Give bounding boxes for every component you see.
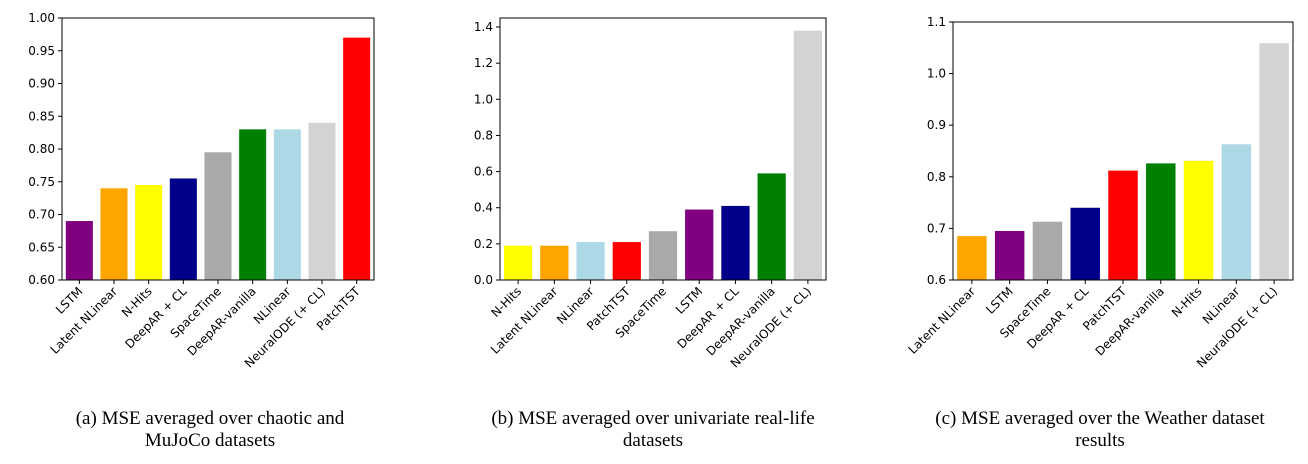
- ytick-label-b-0: 0.0: [474, 273, 493, 287]
- chart-a: 0.60 0.65 0.70 0.75 0.80 0.85 0.90 0.95 1.00 LSTM…: [0, 0, 408, 400]
- caption-b-line-2: datasets: [622, 430, 684, 451]
- bar-b-3: [612, 242, 641, 280]
- bar-c-1: [994, 230, 1025, 280]
- ytick-label-b-4: 0.8: [474, 128, 493, 142]
- bar-a-4: [204, 152, 232, 280]
- caption-b: (b) MSE averaged over univariate real-li…: [448, 408, 858, 452]
- bar-b-2: [576, 242, 605, 280]
- bar-a-0: [65, 221, 93, 280]
- bar-a-3: [169, 178, 197, 280]
- ytick-label-a-3: 0.75: [28, 175, 55, 189]
- bar-c-5: [1146, 163, 1176, 280]
- ytick-label-a-4: 0.80: [28, 142, 55, 156]
- bar-a-2: [135, 185, 163, 280]
- bar-b-0: [503, 245, 533, 280]
- chart-b: 0.0 0.2 0.4 0.6 0.8 1.0 1.2 1.4 N-Hits Latent NLi…: [440, 0, 848, 400]
- bar-a-6: [273, 129, 301, 280]
- bar-a-5: [239, 129, 267, 280]
- caption-c: (c) MSE averaged over the Weather datase…: [900, 408, 1300, 452]
- ytick-label-c-5: 1.1: [927, 15, 946, 29]
- ytick-label-a-0: 0.60: [28, 273, 55, 287]
- xtick-label-c-5: DeepAR-vanilla: [1093, 284, 1167, 358]
- xtick-label-b-1: Latent NLinear: [488, 284, 561, 357]
- caption-a-line-2: MuJoCo datasets: [144, 430, 276, 451]
- ytick-label-c-0: 0.6: [927, 273, 946, 287]
- bar-b-5: [685, 209, 714, 280]
- ytick-label-a-8: 1.00: [28, 11, 55, 25]
- ytick-label-b-5: 1.0: [474, 92, 493, 106]
- chart-c: 0.6 0.7 0.8 0.9 1.0 1.1 Latent NLinear LSTM Spac…: [900, 0, 1308, 400]
- ytick-label-b-6: 1.2: [474, 56, 493, 70]
- ytick-label-a-1: 0.65: [28, 240, 55, 254]
- bar-b-8: [793, 30, 823, 281]
- ytick-label-b-1: 0.2: [474, 237, 493, 251]
- xtick-label-c-0: Latent NLinear: [906, 284, 979, 357]
- xtick-label-a-0: LSTM: [53, 284, 86, 317]
- bar-b-6: [721, 205, 750, 280]
- ytick-label-c-1: 0.7: [927, 221, 946, 235]
- bar-c-8: [1259, 43, 1289, 280]
- ytick-label-b-7: 1.4: [474, 20, 493, 34]
- bar-c-7: [1221, 144, 1252, 280]
- ytick-label-c-4: 1.0: [927, 67, 946, 81]
- ytick-label-a-2: 0.70: [28, 208, 55, 222]
- caption-c-line-2: results: [1075, 430, 1125, 451]
- bar-b-4: [648, 231, 678, 280]
- xtick-label-c-6: N-Hits: [1169, 284, 1205, 320]
- ytick-label-a-5: 0.85: [28, 109, 55, 123]
- ytick-label-c-2: 0.8: [927, 170, 946, 184]
- bar-a-8: [343, 37, 371, 281]
- bar-c-2: [1032, 221, 1063, 280]
- ytick-label-a-6: 0.90: [28, 77, 55, 91]
- xtick-label-b-5: LSTM: [673, 284, 706, 317]
- caption-a-line-1: (a) MSE averaged over chaotic and: [75, 408, 345, 429]
- bar-c-0: [957, 236, 987, 280]
- ytick-label-b-3: 0.6: [474, 165, 493, 179]
- caption-b-line-1: (b) MSE averaged over univariate real-li…: [491, 408, 815, 429]
- bar-c-4: [1108, 170, 1138, 280]
- bar-a-1: [100, 188, 128, 280]
- bar-c-6: [1183, 160, 1214, 280]
- bar-b-1: [540, 245, 569, 280]
- bar-b-7: [757, 173, 786, 280]
- chart-a-svg: 0.60 0.65 0.70 0.75 0.80 0.85 0.90 0.95 1.00 LSTM…: [28, 11, 375, 370]
- ytick-label-c-3: 0.9: [927, 118, 946, 132]
- xtick-label-c-1: LSTM: [983, 284, 1016, 317]
- ytick-label-a-7: 0.95: [28, 44, 55, 58]
- caption-c-line-1: (c) MSE averaged over the Weather datase…: [935, 408, 1265, 429]
- caption-a: (a) MSE averaged over chaotic and MuJoCo…: [20, 408, 400, 452]
- ytick-label-b-2: 0.4: [474, 201, 493, 215]
- bar-a-7: [308, 122, 336, 280]
- bar-c-3: [1070, 207, 1100, 280]
